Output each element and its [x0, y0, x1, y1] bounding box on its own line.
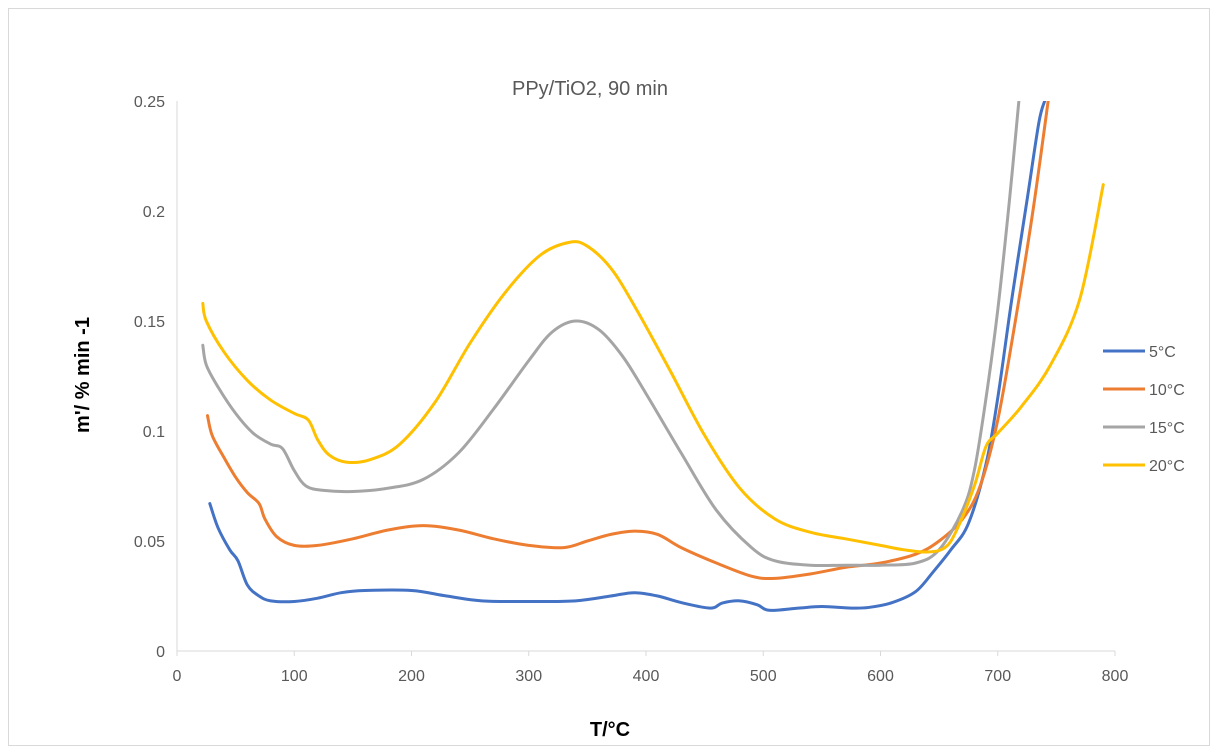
x-axis-title: T/°C	[590, 719, 630, 741]
series-line-1	[208, 101, 1047, 612]
series-line-3	[201, 101, 1021, 568]
legend-label: 15°C	[1149, 420, 1185, 437]
y-tick-label: 0.1	[143, 424, 165, 441]
y-tick-label: 0.05	[134, 534, 165, 551]
chart-svg: 0 100 200 300 400 500 600 700 800 0 0.05 0.1 0.15 0.2…	[72, 78, 1185, 741]
y-tick-label: 0	[156, 644, 165, 661]
y-tick-label: 0.15	[134, 314, 165, 331]
legend: 5°C 10°C 15°C 20°C	[1103, 344, 1185, 475]
chart-area: 0 100 200 300 400 500 600 700 800 0 0.05 0.1 0.15 0.2…	[8, 8, 1210, 746]
x-tick-label: 100	[281, 668, 308, 685]
y-axis-title: m'/ % min -1	[72, 317, 94, 433]
y-tick-label: 0.2	[143, 204, 165, 221]
x-tick-label: 700	[984, 668, 1011, 685]
axes: 0 100 200 300 400 500 600 700 800 0 0.05 0.1 0.15 0.2…	[134, 94, 1129, 685]
x-tick-label: 400	[633, 668, 660, 685]
legend-label: 5°C	[1149, 344, 1176, 361]
x-tick-label: 300	[515, 668, 542, 685]
y-tick-label: 0.25	[134, 94, 165, 111]
x-tick-label: 200	[398, 668, 425, 685]
legend-label: 10°C	[1149, 382, 1185, 399]
chart-title: PPy/TiO2, 90 min	[512, 78, 668, 100]
series-line-2	[205, 101, 1050, 581]
series-layer	[201, 101, 1105, 612]
x-tick-label: 500	[750, 668, 777, 685]
x-tick-label: 600	[867, 668, 894, 685]
x-tick-label: 0	[173, 668, 182, 685]
legend-label: 20°C	[1149, 458, 1185, 475]
series-line-4	[201, 183, 1105, 554]
x-tick-label: 800	[1102, 668, 1129, 685]
